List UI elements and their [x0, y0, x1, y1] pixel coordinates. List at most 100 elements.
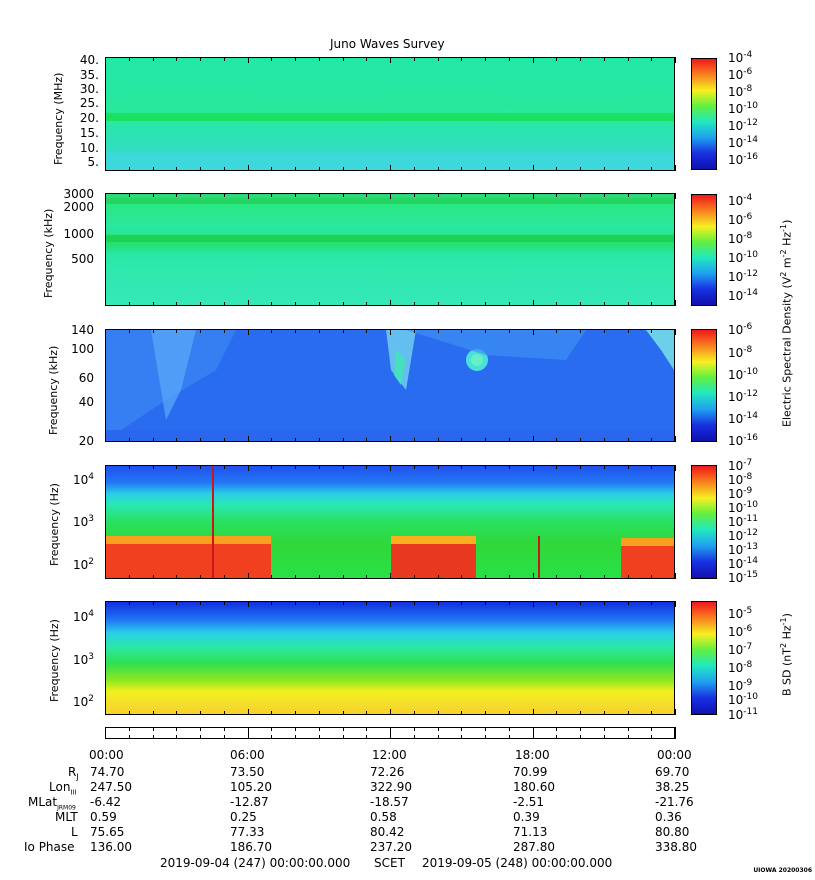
- x-tick-mark: [675, 601, 676, 607]
- x-tick-mark: [651, 167, 652, 171]
- x-tick-mark: [105, 465, 106, 471]
- x-tick-mark: [390, 436, 391, 442]
- x-tick-mark: [628, 465, 629, 469]
- x-tick-mark: [628, 601, 629, 605]
- x-tick-mark: [176, 735, 177, 739]
- x-tick-mark: [414, 329, 415, 333]
- x-tick-mark: [224, 167, 225, 171]
- x-tick-mark: [651, 727, 652, 731]
- x-tick-mark: [580, 193, 581, 197]
- x-tick-mark: [105, 709, 106, 715]
- x-tick-time: 00:00: [89, 748, 124, 762]
- x-tick-mark: [556, 329, 557, 333]
- x-tick-mark: [319, 735, 320, 739]
- x-tick-mark: [556, 575, 557, 579]
- footer-end: 2019-09-05 (248) 00:00:00.000: [422, 856, 613, 870]
- x-tick-mark: [129, 727, 130, 731]
- x-tick-mark: [366, 465, 367, 469]
- x-tick-mark: [343, 57, 344, 61]
- ephem-value: 0.39: [513, 810, 540, 824]
- x-tick-mark: [390, 733, 391, 739]
- x-tick-mark: [580, 711, 581, 715]
- x-tick-mark: [675, 733, 676, 739]
- x-tick-mark: [533, 436, 534, 442]
- x-tick-mark: [271, 601, 272, 605]
- x-tick-mark: [438, 727, 439, 731]
- ytick: 40.: [79, 53, 99, 67]
- x-tick-mark: [271, 465, 272, 469]
- ephem-value: 74.70: [90, 765, 125, 779]
- cbar-tick: 10-4: [728, 50, 753, 65]
- cbar-tick: 10-9: [728, 678, 753, 693]
- x-tick-mark: [343, 465, 344, 469]
- x-tick-mark: [461, 57, 462, 61]
- x-tick-mark: [604, 329, 605, 333]
- ephem-label-mlt: MLT: [55, 810, 78, 824]
- x-tick-mark: [200, 735, 201, 739]
- x-tick-mark: [271, 575, 272, 579]
- ytick: 103: [72, 652, 94, 667]
- x-tick-mark: [200, 57, 201, 61]
- x-tick-mark: [129, 465, 130, 469]
- ephem-value: 72.26: [370, 765, 405, 779]
- x-tick-mark: [105, 733, 106, 739]
- x-tick-mark: [176, 601, 177, 605]
- x-tick-mark: [129, 193, 130, 197]
- x-tick-mark: [295, 57, 296, 61]
- x-tick-mark: [438, 711, 439, 715]
- x-tick-mark: [485, 302, 486, 306]
- x-tick-mark: [343, 302, 344, 306]
- x-tick-mark: [176, 575, 177, 579]
- x-tick-mark: [461, 727, 462, 731]
- x-tick-mark: [248, 300, 249, 306]
- x-tick-mark: [533, 193, 534, 199]
- x-tick-mark: [224, 735, 225, 739]
- x-tick-mark: [366, 601, 367, 605]
- x-tick-mark: [271, 302, 272, 306]
- x-tick-mark: [176, 727, 177, 731]
- x-tick-mark: [224, 465, 225, 469]
- x-tick-mark: [628, 438, 629, 442]
- x-tick-time: 06:00: [230, 748, 265, 762]
- x-tick-mark: [224, 727, 225, 731]
- x-tick-mark: [224, 193, 225, 197]
- x-tick-mark: [556, 167, 557, 171]
- x-tick-mark: [129, 601, 130, 605]
- ephem-value: 0.58: [370, 810, 397, 824]
- x-tick-mark: [485, 329, 486, 333]
- x-tick-mark: [651, 193, 652, 197]
- colorbar-3: [691, 329, 717, 442]
- x-tick-mark: [675, 193, 676, 199]
- x-tick-mark: [604, 57, 605, 61]
- x-tick-mark: [319, 167, 320, 171]
- ytick: 20.: [79, 111, 99, 125]
- colorbar-2: [691, 194, 717, 306]
- x-tick-mark: [533, 601, 534, 607]
- x-tick-mark: [604, 601, 605, 605]
- spectrogram-panel-5: [105, 601, 675, 715]
- x-tick-mark: [153, 302, 154, 306]
- cbar-tick: 10-6: [728, 322, 753, 337]
- x-tick-mark: [390, 329, 391, 335]
- x-tick-mark: [343, 727, 344, 731]
- ephem-value: 338.80: [655, 840, 697, 854]
- x-tick-mark: [651, 735, 652, 739]
- x-tick-mark: [271, 167, 272, 171]
- x-tick-mark: [366, 735, 367, 739]
- ytick: 102: [72, 557, 94, 572]
- x-tick-mark: [414, 193, 415, 197]
- x-tick-time: 18:00: [515, 748, 550, 762]
- ytick: 103: [72, 514, 94, 529]
- x-tick-mark: [509, 735, 510, 739]
- x-tick-mark: [105, 329, 106, 335]
- x-tick-mark: [580, 57, 581, 61]
- x-tick-mark: [509, 575, 510, 579]
- x-tick-mark: [366, 193, 367, 197]
- footer-start: 2019-09-04 (247) 00:00:00.000: [160, 856, 351, 870]
- x-tick-mark: [414, 465, 415, 469]
- ephem-label-mlat: MLatJRM09: [28, 795, 76, 812]
- x-tick-mark: [271, 727, 272, 731]
- x-tick-mark: [105, 727, 106, 733]
- x-tick-mark: [390, 193, 391, 199]
- x-tick-mark: [509, 727, 510, 731]
